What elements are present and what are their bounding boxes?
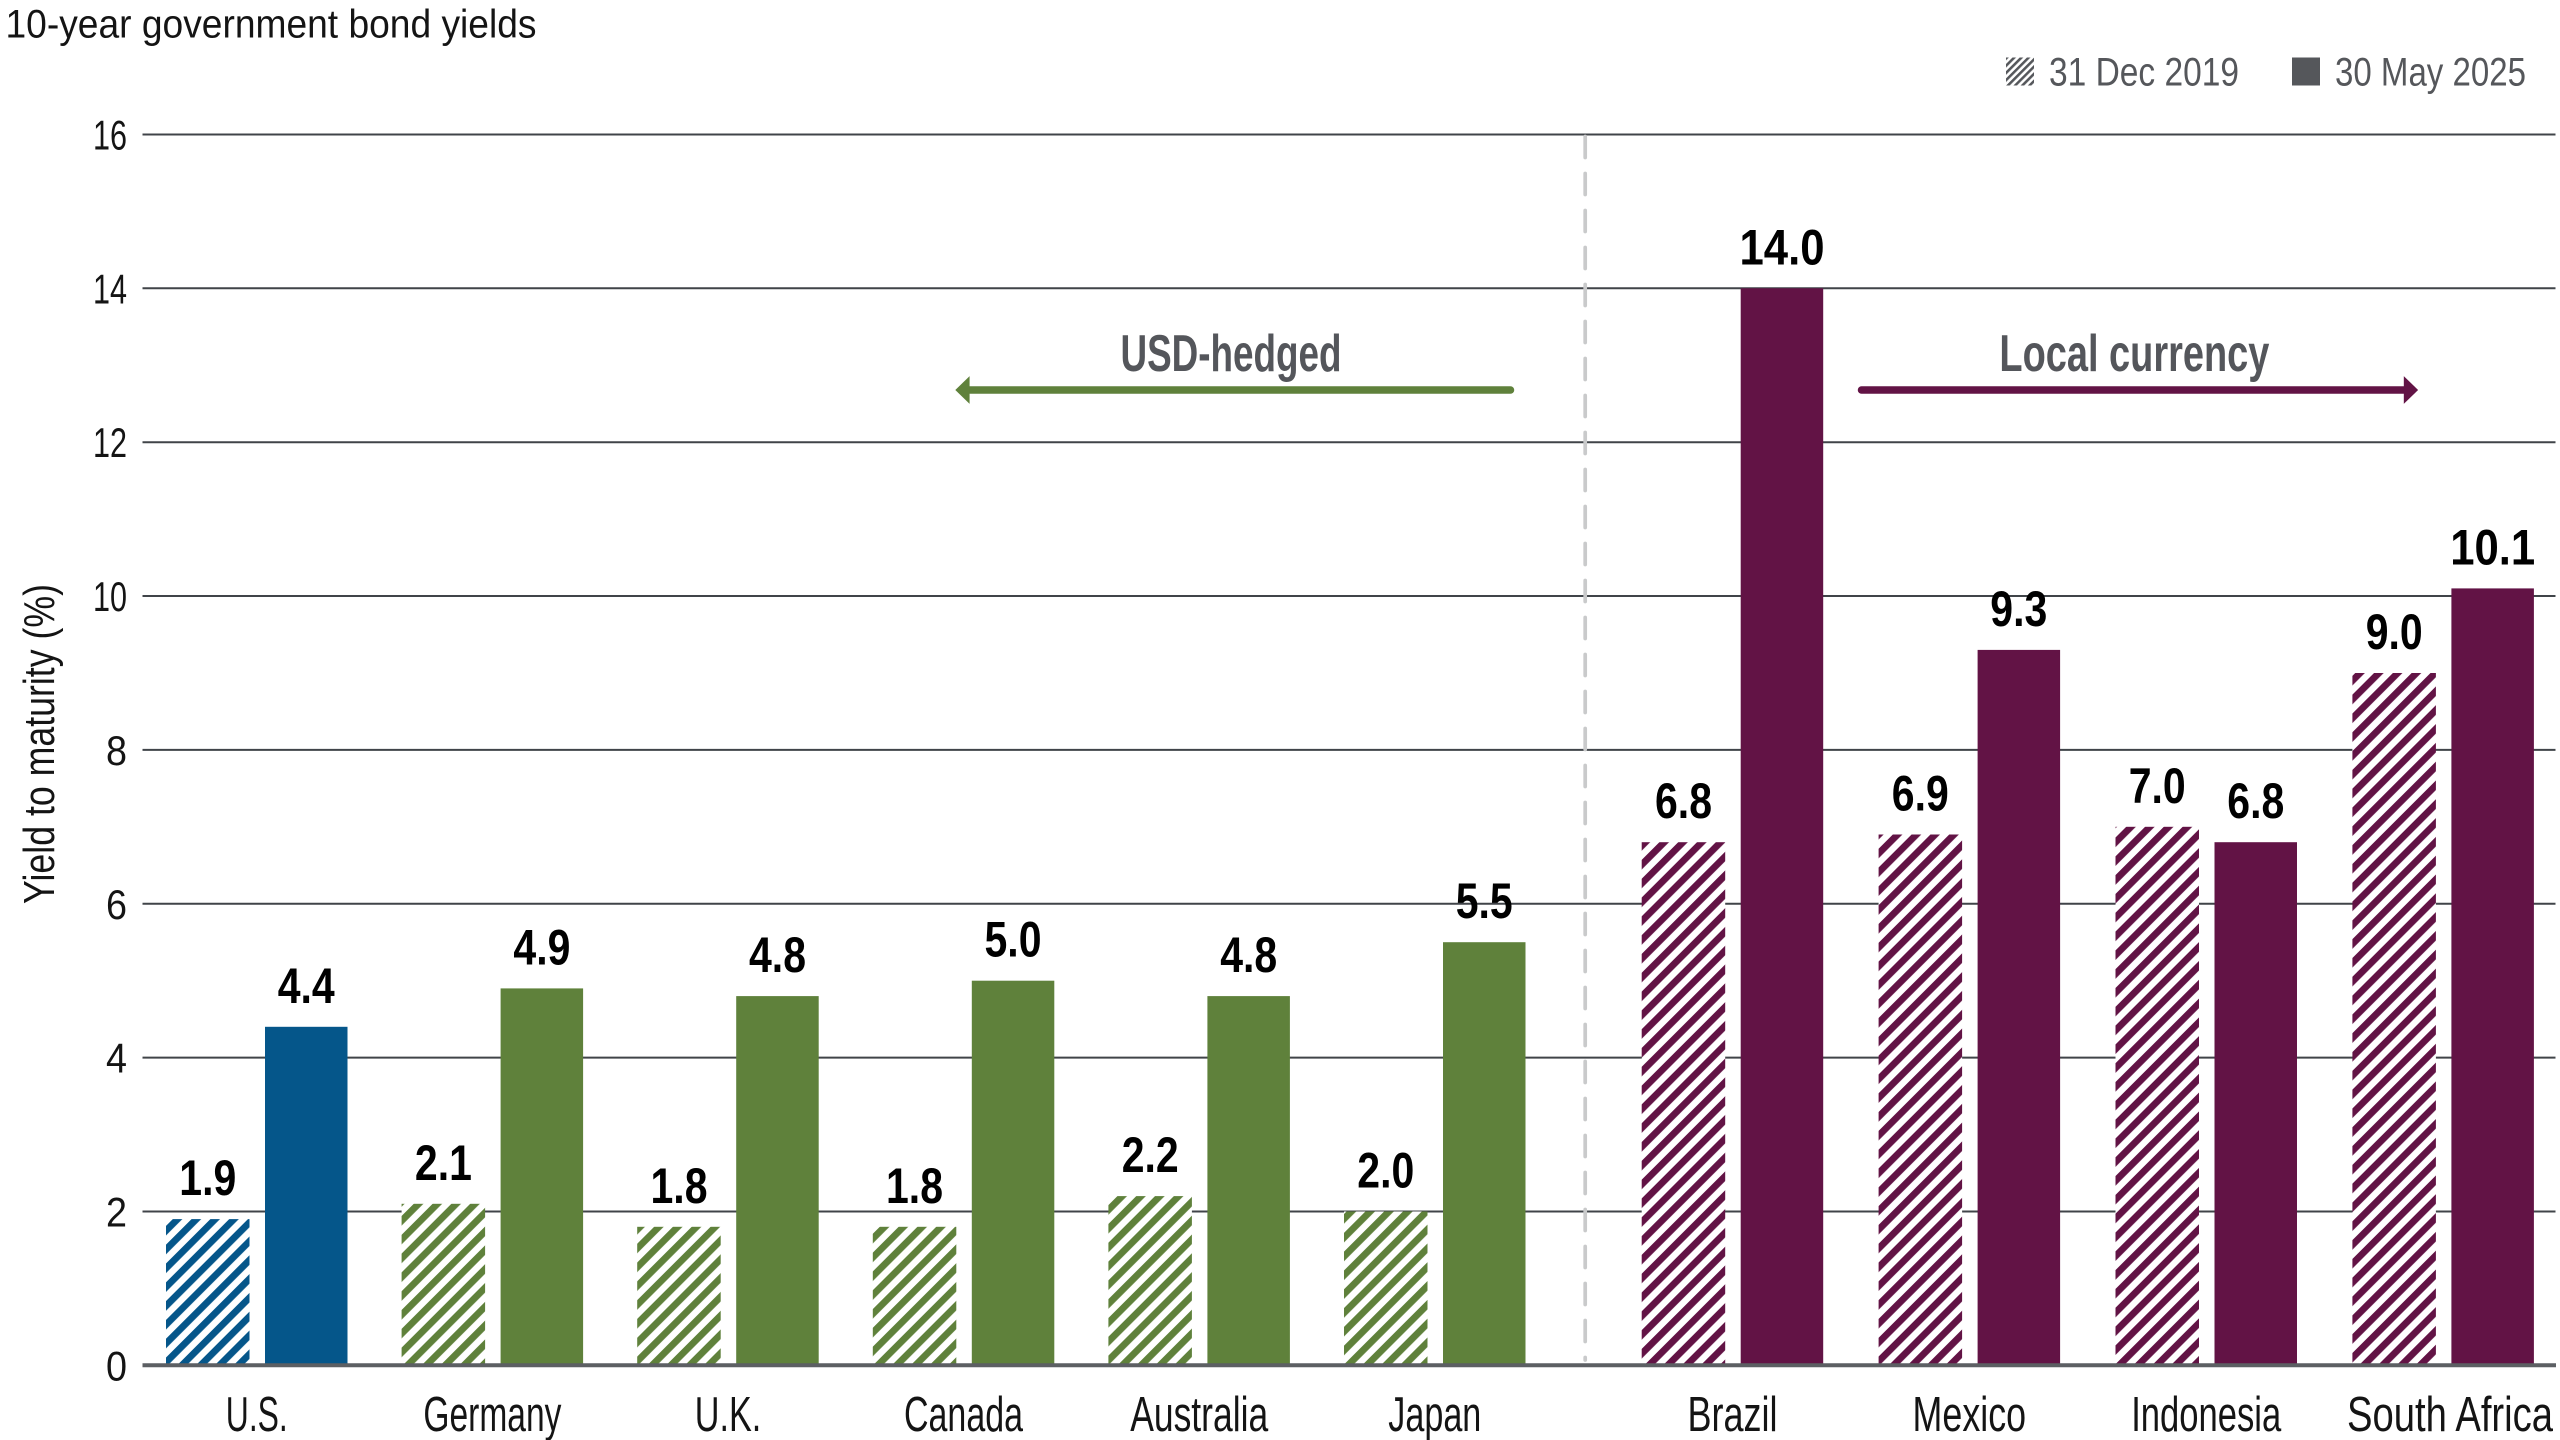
svg-text:2.0: 2.0: [1357, 1143, 1414, 1199]
svg-text:USD-hedged: USD-hedged: [1121, 325, 1342, 383]
svg-text:U.K.: U.K.: [695, 1387, 762, 1440]
svg-text:4.4: 4.4: [278, 958, 335, 1014]
svg-text:6: 6: [106, 881, 127, 928]
svg-text:Yield to maturity (%): Yield to maturity (%): [15, 584, 64, 904]
svg-text:4.8: 4.8: [1220, 927, 1277, 983]
svg-text:9.0: 9.0: [2366, 604, 2423, 660]
svg-text:12: 12: [93, 419, 127, 466]
svg-text:14: 14: [93, 265, 127, 312]
svg-text:Brazil: Brazil: [1688, 1387, 1778, 1440]
svg-text:Mexico: Mexico: [1913, 1387, 2027, 1440]
svg-text:9.3: 9.3: [1990, 581, 2047, 637]
svg-text:30 May 2025: 30 May 2025: [2335, 51, 2526, 95]
svg-text:16: 16: [93, 112, 127, 159]
svg-text:6.8: 6.8: [1655, 773, 1712, 829]
svg-text:7.0: 7.0: [2129, 758, 2186, 814]
svg-text:6.8: 6.8: [2227, 773, 2284, 829]
svg-text:1.9: 1.9: [179, 1150, 236, 1206]
svg-text:10-year government bond yields: 10-year government bond yields: [6, 3, 537, 47]
svg-text:1.8: 1.8: [651, 1158, 708, 1214]
svg-text:2.1: 2.1: [415, 1135, 472, 1191]
svg-text:Germany: Germany: [423, 1387, 561, 1440]
svg-text:10.1: 10.1: [2450, 519, 2535, 575]
svg-text:Australia: Australia: [1130, 1387, 1268, 1440]
svg-text:Indonesia: Indonesia: [2131, 1387, 2281, 1440]
svg-text:8: 8: [106, 727, 127, 774]
svg-text:South Africa: South Africa: [2347, 1387, 2553, 1440]
svg-text:1.8: 1.8: [886, 1158, 943, 1214]
svg-text:5.5: 5.5: [1456, 873, 1513, 929]
svg-text:2.2: 2.2: [1122, 1127, 1179, 1183]
svg-text:6.9: 6.9: [1892, 766, 1949, 822]
svg-text:10: 10: [93, 573, 127, 620]
svg-text:31 Dec 2019: 31 Dec 2019: [2049, 51, 2239, 95]
svg-text:4: 4: [106, 1035, 127, 1082]
svg-text:Japan: Japan: [1388, 1387, 1481, 1440]
svg-text:14.0: 14.0: [1740, 219, 1825, 275]
svg-text:Local currency: Local currency: [1999, 325, 2269, 383]
svg-text:U.S.: U.S.: [226, 1387, 288, 1440]
svg-text:4.8: 4.8: [749, 927, 806, 983]
svg-text:0: 0: [106, 1342, 127, 1389]
svg-text:2: 2: [106, 1189, 127, 1236]
svg-text:4.9: 4.9: [513, 919, 570, 975]
svg-text:5.0: 5.0: [985, 912, 1042, 968]
svg-text:Canada: Canada: [904, 1387, 1023, 1440]
